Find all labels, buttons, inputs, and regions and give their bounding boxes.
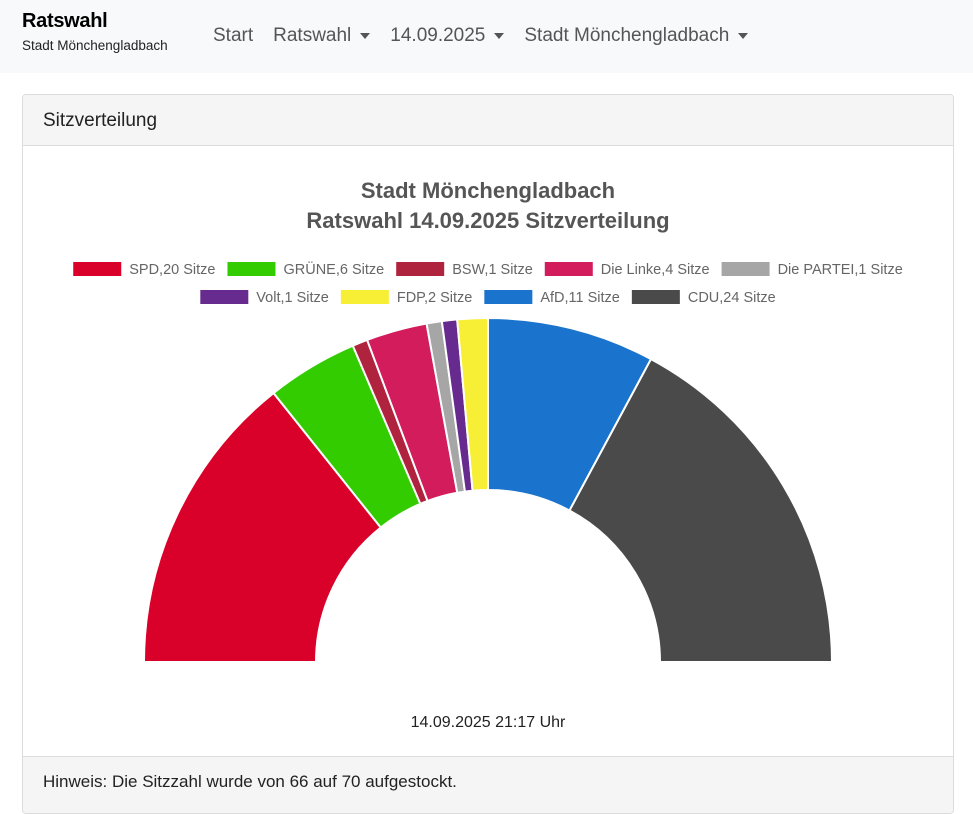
card-header: Sitzverteilung	[23, 95, 953, 146]
nav-label: Ratswahl	[273, 25, 352, 46]
legend-item-bsw[interactable]: BSW,1 Sitze	[396, 262, 533, 278]
legend-swatch	[200, 290, 249, 304]
legend-label: Die Linke,4 Sitze	[601, 262, 710, 278]
legend-swatch	[73, 262, 122, 276]
chart-title-line2: Ratswahl 14.09.2025 Sitzverteilung	[306, 208, 669, 233]
caret-down-icon	[738, 33, 749, 39]
nav-region-dropdown[interactable]: Stadt Mönchengladbach	[524, 25, 749, 47]
chart-title-line1: Stadt Mönchengladbach	[361, 178, 615, 203]
seat-segment-spd[interactable]	[142, 391, 383, 663]
legend-swatch	[227, 262, 276, 276]
legend-item-grüne[interactable]: GRÜNE,6 Sitze	[227, 260, 384, 278]
legend-label: Die PARTEI,1 Sitze	[778, 262, 903, 278]
legend-swatch	[396, 262, 445, 276]
brand-title: Ratswahl	[22, 10, 108, 32]
legend-label: SPD,20 Sitze	[129, 262, 215, 278]
navbar: Ratswahl Stadt Mönchengladbach Start Rat…	[0, 0, 973, 73]
nav-date-dropdown[interactable]: 14.09.2025	[390, 25, 505, 47]
legend-label: CDU,24 Sitze	[688, 290, 776, 306]
nav-ratswahl-dropdown[interactable]: Ratswahl	[273, 25, 371, 47]
legend-label: AfD,11 Sitze	[540, 290, 620, 306]
legend-swatch	[544, 262, 593, 276]
legend-swatch	[721, 262, 770, 276]
seat-chart: Stadt Mönchengladbach Ratswahl 14.09.202…	[73, 178, 903, 731]
legend-swatch	[631, 290, 680, 304]
legend-item-die-partei[interactable]: Die PARTEI,1 Sitze	[721, 262, 903, 278]
nav-label: 14.09.2025	[390, 25, 486, 46]
legend-swatch	[484, 290, 533, 304]
legend-item-spd[interactable]: SPD,20 Sitze	[73, 262, 215, 278]
legend-label: GRÜNE,6 Sitze	[283, 260, 384, 278]
legend-label: BSW,1 Sitze	[452, 262, 533, 278]
legend-swatch	[340, 290, 389, 304]
caret-down-icon	[494, 33, 505, 39]
legend-label: Volt,1 Sitze	[256, 290, 329, 306]
brand[interactable]: Ratswahl Stadt Mönchengladbach	[22, 10, 168, 53]
legend-item-cdu[interactable]: CDU,24 Sitze	[631, 290, 776, 306]
legend-item-afd[interactable]: AfD,11 Sitze	[484, 290, 620, 306]
legend-item-volt[interactable]: Volt,1 Sitze	[200, 290, 329, 306]
legend-item-fdp[interactable]: FDP,2 Sitze	[340, 290, 473, 306]
brand-subtitle: Stadt Mönchengladbach	[22, 38, 168, 53]
nav-label: Stadt Mönchengladbach	[524, 25, 730, 46]
card-footer-note: Hinweis: Die Sitzzahl wurde von 66 auf 7…	[23, 756, 953, 813]
nav-label: Start	[213, 25, 254, 46]
nav-start[interactable]: Start	[213, 25, 253, 47]
chart-timestamp: 14.09.2025 21:17 Uhr	[411, 714, 566, 731]
legend-item-die-linke[interactable]: Die Linke,4 Sitze	[544, 262, 710, 278]
legend-label: FDP,2 Sitze	[397, 290, 473, 306]
seat-segment-cdu[interactable]	[568, 357, 834, 663]
caret-down-icon	[360, 33, 371, 39]
nav-menu: Start Ratswahl 14.09.2025 Stadt Möncheng…	[213, 25, 768, 47]
